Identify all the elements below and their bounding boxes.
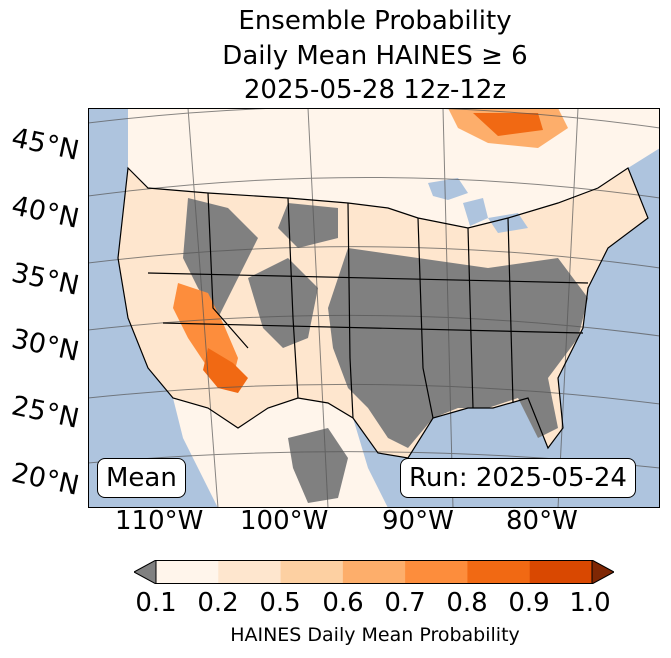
mean-label: Mean (97, 458, 186, 498)
colorbar-over (591, 560, 614, 584)
colorbar-segment (156, 560, 219, 584)
lon-label-80: 80°W (506, 506, 578, 536)
colorbar-label: HAINES Daily Mean Probability (230, 624, 520, 646)
colorbar-tick-3: 0.6 (322, 588, 364, 618)
lon-label-90: 90°W (382, 506, 454, 536)
lon-label-100: 100°W (240, 506, 329, 536)
graticule (88, 108, 660, 508)
colorbar-tick-7: 1.0 (569, 588, 611, 618)
lon-label-110: 110°W (115, 506, 204, 536)
colorbar-tick-5: 0.8 (446, 588, 488, 618)
lat-label-25: 25°N (8, 390, 82, 435)
colorbar-segment (467, 560, 531, 584)
lat-label-45: 45°N (8, 122, 82, 167)
masked-central-east (328, 248, 588, 448)
title-line-2: Daily Mean HAINES ≥ 6 (222, 41, 528, 71)
title-line-1: Ensemble Probability (238, 6, 512, 36)
colorbar-tick-2: 0.5 (259, 588, 301, 618)
colorbar-tick-4: 0.7 (384, 588, 426, 618)
colorbar-segment (280, 560, 344, 584)
state-borders (117, 166, 649, 459)
run-label: Run: 2025-05-24 (400, 458, 636, 498)
colorbar-segment (218, 560, 282, 584)
colorbar-segment (405, 560, 468, 584)
hotspot-canada-core (473, 113, 543, 136)
colorbar-tick-1: 0.2 (197, 588, 239, 618)
colorbar-tick-0: 0.1 (135, 588, 177, 618)
lat-label-40: 40°N (8, 190, 82, 235)
lat-label-35: 35°N (8, 257, 82, 302)
hotspot-southwest (173, 283, 238, 378)
masked-north (278, 203, 338, 248)
probability-map (88, 108, 660, 508)
colorbar-segment (529, 560, 593, 584)
colorbar-under (134, 560, 157, 584)
colorbar-tick-6: 0.9 (508, 588, 550, 618)
colorbar (134, 560, 614, 584)
title-line-3: 2025-05-28 12z-12z (243, 75, 507, 105)
masked-mexico (288, 428, 348, 503)
lat-label-20: 20°N (8, 457, 82, 502)
hotspot-arizona (203, 348, 248, 393)
lat-label-30: 30°N (8, 323, 82, 368)
colorbar-segment (342, 560, 406, 584)
